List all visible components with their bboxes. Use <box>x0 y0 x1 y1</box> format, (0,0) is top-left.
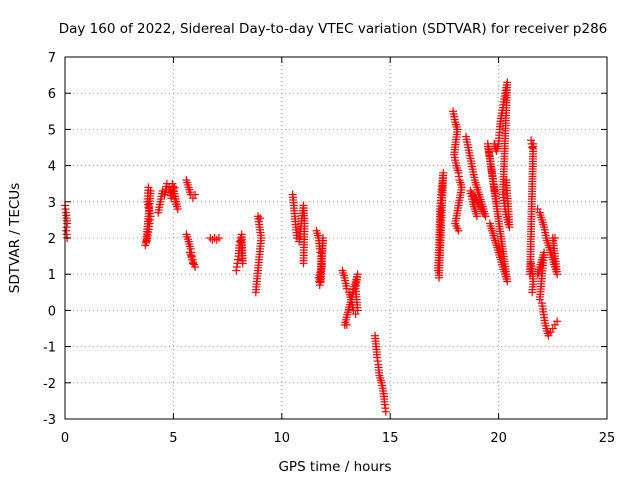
data-point <box>316 277 325 286</box>
data-point <box>528 288 537 297</box>
data-point <box>454 226 463 235</box>
data-point <box>434 273 443 282</box>
y-tick-label: 3 <box>48 196 56 211</box>
y-tick-labels: -3 -2 -1 0 1 2 3 4 5 6 7 <box>43 51 56 428</box>
data-point <box>170 183 179 192</box>
data-point <box>492 197 501 206</box>
y-tick-label: 7 <box>48 51 56 66</box>
y-tick-label: 6 <box>48 87 56 102</box>
y-tick-label: -2 <box>43 377 56 392</box>
y-tick-label: 5 <box>48 123 56 138</box>
data-point <box>237 230 246 239</box>
x-tick-label: 20 <box>490 431 507 446</box>
data-point <box>185 248 194 257</box>
data-point <box>299 259 308 268</box>
data-point <box>214 234 223 242</box>
data-point <box>342 320 351 329</box>
data-point <box>381 407 390 416</box>
x-axis-title: GPS time / hours <box>278 459 391 475</box>
data-point <box>528 143 537 152</box>
x-tick-label: 15 <box>382 431 399 446</box>
x-tick-label: 25 <box>599 431 616 446</box>
data-point <box>142 237 151 246</box>
data-point <box>256 214 265 223</box>
axis-ticks <box>64 56 608 420</box>
plot-grid <box>65 57 607 419</box>
y-tick-label: -3 <box>43 413 56 428</box>
x-tick-label: 5 <box>169 431 177 446</box>
y-tick-label: 4 <box>48 160 56 175</box>
y-tick-label: 2 <box>48 232 56 247</box>
y-axis-title: SDTVAR / TECUs <box>7 183 23 293</box>
data-point <box>502 176 511 185</box>
data-point <box>550 234 559 242</box>
data-point <box>553 317 562 326</box>
x-tick-label: 10 <box>274 431 291 446</box>
x-tick-labels: 0 5 10 15 20 25 <box>61 431 615 446</box>
y-tick-label: -1 <box>43 341 56 356</box>
chart-title: Day 160 of 2022, Sidereal Day-to-day VTE… <box>59 21 608 37</box>
y-tick-label: 0 <box>48 304 56 319</box>
x-tick-label: 0 <box>61 431 69 446</box>
y-tick-label: 1 <box>48 268 56 283</box>
data-point <box>191 190 200 199</box>
data-point <box>212 235 221 244</box>
data-marks <box>61 78 562 416</box>
data-point <box>472 212 481 221</box>
data-point <box>550 320 559 329</box>
